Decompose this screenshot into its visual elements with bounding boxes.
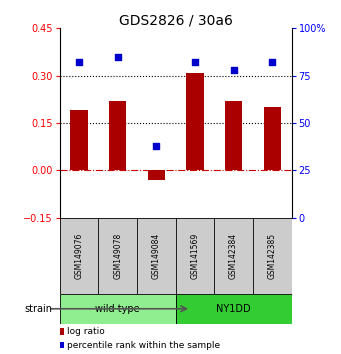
Text: strain: strain — [25, 304, 53, 314]
Text: percentile rank within the sample: percentile rank within the sample — [68, 341, 221, 350]
Text: GSM142384: GSM142384 — [229, 233, 238, 279]
Text: log ratio: log ratio — [68, 327, 105, 336]
Text: GSM149078: GSM149078 — [113, 233, 122, 279]
Text: GSM142385: GSM142385 — [268, 233, 277, 279]
Point — [231, 67, 236, 73]
Point — [192, 59, 198, 65]
Bar — [264, 107, 281, 170]
Bar — [225, 101, 242, 170]
Point — [76, 59, 82, 65]
Bar — [176, 293, 292, 324]
Text: GSM141569: GSM141569 — [190, 233, 199, 279]
Bar — [148, 170, 165, 180]
Text: GSM149076: GSM149076 — [74, 233, 84, 279]
Point — [269, 59, 275, 65]
Text: wild type: wild type — [95, 304, 140, 314]
Bar — [109, 101, 126, 170]
Point — [153, 143, 159, 149]
Bar — [186, 73, 204, 170]
Bar — [70, 110, 88, 170]
Title: GDS2826 / 30a6: GDS2826 / 30a6 — [119, 13, 233, 27]
Text: NY1DD: NY1DD — [216, 304, 251, 314]
Text: GSM149084: GSM149084 — [152, 233, 161, 279]
Point — [115, 54, 120, 59]
Bar — [60, 293, 176, 324]
